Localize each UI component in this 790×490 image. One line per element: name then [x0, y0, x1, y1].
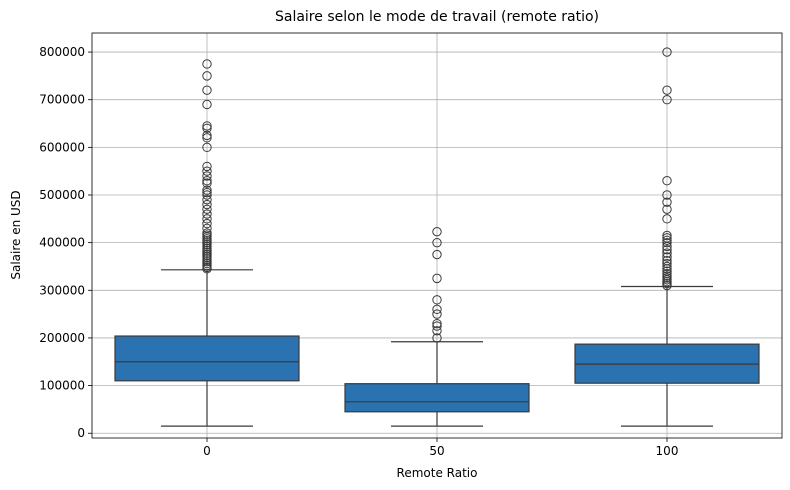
outlier-point [662, 95, 672, 105]
outlier-point [662, 235, 672, 245]
y-tick-label: 200000 [39, 331, 85, 345]
outlier-point [202, 123, 212, 133]
outlier-point [432, 237, 442, 248]
outlier-point [662, 85, 672, 95]
outlier-point [662, 266, 672, 276]
outlier-point [432, 226, 442, 237]
x-tick-label: 0 [203, 444, 211, 458]
outlier-point [662, 261, 672, 272]
outlier-point [202, 228, 212, 238]
outlier-point [662, 268, 672, 279]
outlier-point [662, 245, 672, 255]
outlier-point [662, 197, 672, 207]
outlier-point [662, 214, 672, 224]
outlier-point [432, 304, 442, 315]
iqr-box [344, 383, 530, 413]
outlier-point [202, 166, 212, 176]
outlier-point [202, 171, 212, 181]
boxes [114, 47, 760, 427]
outlier-point [202, 190, 212, 200]
box-50 [344, 226, 530, 427]
outlier-point [202, 142, 212, 153]
outlier-point [662, 258, 672, 269]
outlier-point [202, 130, 212, 141]
outlier-point [662, 47, 672, 57]
outlier-point [662, 230, 672, 241]
outlier-point [662, 237, 672, 248]
outlier-point [432, 333, 442, 343]
outlier-point [202, 209, 212, 219]
outlier-point [432, 309, 442, 319]
outlier-point [202, 99, 212, 110]
outlier-point [662, 256, 672, 266]
outlier-point [202, 204, 212, 214]
x-axis-label: Remote Ratio [397, 466, 478, 480]
y-tick-label: 500000 [39, 188, 85, 202]
outlier-point [202, 121, 212, 131]
iqr-box [114, 335, 300, 382]
outlier-point [662, 190, 672, 200]
y-tick-label: 0 [77, 426, 85, 440]
outlier-point [432, 321, 442, 331]
outlier-point [202, 214, 212, 224]
y-tick-label: 800000 [39, 45, 85, 59]
outlier-point [202, 195, 212, 205]
x-tick-label: 100 [656, 444, 679, 458]
outlier-point [662, 248, 672, 258]
x-tick-label: 50 [429, 444, 444, 458]
outlier-point [432, 295, 442, 305]
outlier-point [202, 199, 212, 210]
outlier-point [202, 85, 212, 95]
outlier-point [432, 273, 442, 284]
outlier-point [202, 161, 212, 172]
outlier-point [202, 185, 212, 195]
outlier-point [662, 252, 672, 262]
outlier-point [662, 271, 672, 281]
outlier-point [662, 176, 672, 186]
outlier-point [202, 178, 212, 188]
outlier-point [202, 223, 212, 234]
y-tick-label: 300000 [39, 283, 85, 297]
x-ticks: 0 50 100 [203, 438, 678, 458]
y-tick-label: 400000 [39, 236, 85, 250]
y-tick-label: 100000 [39, 379, 85, 393]
outlier-point [202, 133, 212, 143]
outlier-point [202, 59, 212, 69]
outlier-point [662, 204, 672, 214]
outlier-point [202, 176, 212, 186]
y-ticks: 0 100000 200000 300000 400000 500000 600000 700… [39, 45, 92, 440]
y-axis-label: Salaire en USD [9, 190, 23, 279]
outlier-point [202, 218, 212, 229]
outlier-point [432, 326, 442, 336]
outlier-point [202, 71, 212, 81]
outlier-point [662, 233, 672, 243]
box-100 [574, 47, 760, 427]
outlier-point [202, 187, 212, 198]
y-tick-label: 600000 [39, 140, 85, 154]
box-0 [114, 59, 300, 427]
outlier-point [432, 318, 442, 329]
outlier-point [432, 249, 442, 260]
chart-title: Salaire selon le mode de travail (remote… [275, 9, 599, 25]
y-tick-label: 700000 [39, 93, 85, 107]
